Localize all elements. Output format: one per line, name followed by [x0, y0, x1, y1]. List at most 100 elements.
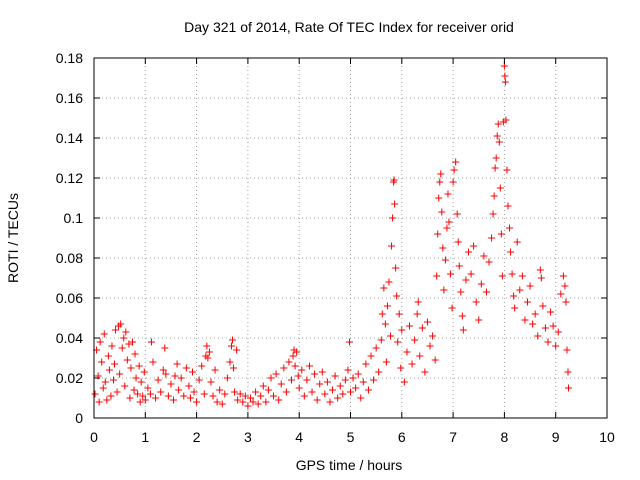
data-point — [221, 390, 229, 398]
data-point — [426, 342, 434, 350]
data-point — [464, 248, 472, 256]
y-axis-label: ROTI / TECUs — [5, 193, 21, 283]
data-point — [494, 120, 502, 128]
data-point — [336, 382, 344, 390]
data-point — [411, 336, 419, 344]
data-point — [122, 328, 130, 336]
data-point — [405, 322, 413, 330]
data-point — [400, 378, 408, 386]
data-point — [536, 266, 544, 274]
x-tick-label: 7 — [449, 429, 457, 445]
data-point — [403, 348, 411, 356]
data-point — [534, 332, 542, 340]
data-point — [357, 394, 365, 402]
x-tick-label: 8 — [501, 429, 509, 445]
data-point — [205, 348, 213, 356]
data-point — [562, 298, 570, 306]
data-point — [345, 338, 353, 346]
data-point — [185, 382, 193, 390]
data-point — [452, 158, 460, 166]
data-point — [167, 380, 175, 388]
data-point — [98, 358, 106, 366]
data-point — [334, 394, 342, 402]
data-point — [497, 230, 505, 238]
data-point — [154, 376, 162, 384]
data-point — [458, 312, 466, 320]
data-point — [416, 352, 424, 360]
data-point — [157, 388, 165, 396]
data-point — [552, 342, 560, 350]
data-point — [433, 272, 441, 280]
data-point — [107, 392, 115, 400]
data-point — [186, 394, 194, 402]
data-point — [203, 342, 211, 350]
data-point — [431, 356, 439, 364]
data-point — [435, 194, 443, 202]
data-point — [439, 244, 447, 252]
data-point — [523, 298, 531, 306]
data-point — [198, 362, 206, 370]
data-point — [270, 392, 278, 400]
data-point — [103, 396, 111, 404]
data-point — [195, 376, 203, 384]
data-point — [394, 338, 402, 346]
data-point — [252, 388, 260, 396]
data-point — [448, 304, 456, 312]
data-point — [223, 374, 231, 382]
data-point — [175, 386, 183, 394]
data-point — [136, 398, 144, 406]
y-tick-label: 0.12 — [56, 170, 83, 186]
data-point — [502, 116, 510, 124]
data-point — [246, 394, 254, 402]
data-point — [537, 274, 545, 282]
data-point — [162, 370, 170, 378]
data-point — [316, 380, 324, 388]
data-point — [390, 176, 398, 184]
data-point — [389, 214, 397, 222]
y-tick-label: 0.06 — [56, 290, 83, 306]
data-point — [161, 344, 169, 352]
x-tick-label: 10 — [599, 429, 615, 445]
data-point — [341, 376, 349, 384]
data-point — [267, 374, 275, 382]
data-point — [391, 200, 399, 208]
data-point — [385, 278, 393, 286]
data-point — [434, 230, 442, 238]
data-point — [378, 310, 386, 318]
data-point — [496, 184, 504, 192]
data-point — [216, 386, 224, 394]
data-point — [472, 298, 480, 306]
x-tick-label: 1 — [141, 429, 149, 445]
data-point — [344, 366, 352, 374]
data-point — [477, 280, 485, 288]
data-point — [308, 388, 316, 396]
data-point — [180, 392, 188, 400]
data-point — [462, 276, 470, 284]
data-point — [381, 320, 389, 328]
data-point — [139, 392, 147, 400]
data-point — [450, 166, 458, 174]
x-tick-label: 3 — [244, 429, 252, 445]
data-point — [125, 340, 133, 348]
data-point — [298, 366, 306, 374]
x-tick-label: 0 — [90, 429, 98, 445]
data-point — [565, 384, 573, 392]
data-point — [398, 326, 406, 334]
data-point — [182, 364, 190, 372]
data-point — [209, 392, 217, 400]
data-point — [370, 376, 378, 384]
data-point — [171, 372, 179, 380]
data-point — [388, 242, 396, 250]
data-point — [275, 396, 283, 404]
data-point — [354, 370, 362, 378]
x-tick-label: 6 — [398, 429, 406, 445]
data-point — [109, 376, 117, 384]
data-point — [564, 368, 572, 376]
data-point — [429, 332, 437, 340]
data-point — [146, 390, 154, 398]
data-point — [95, 398, 103, 406]
data-point — [414, 298, 422, 306]
data-point — [277, 380, 285, 388]
